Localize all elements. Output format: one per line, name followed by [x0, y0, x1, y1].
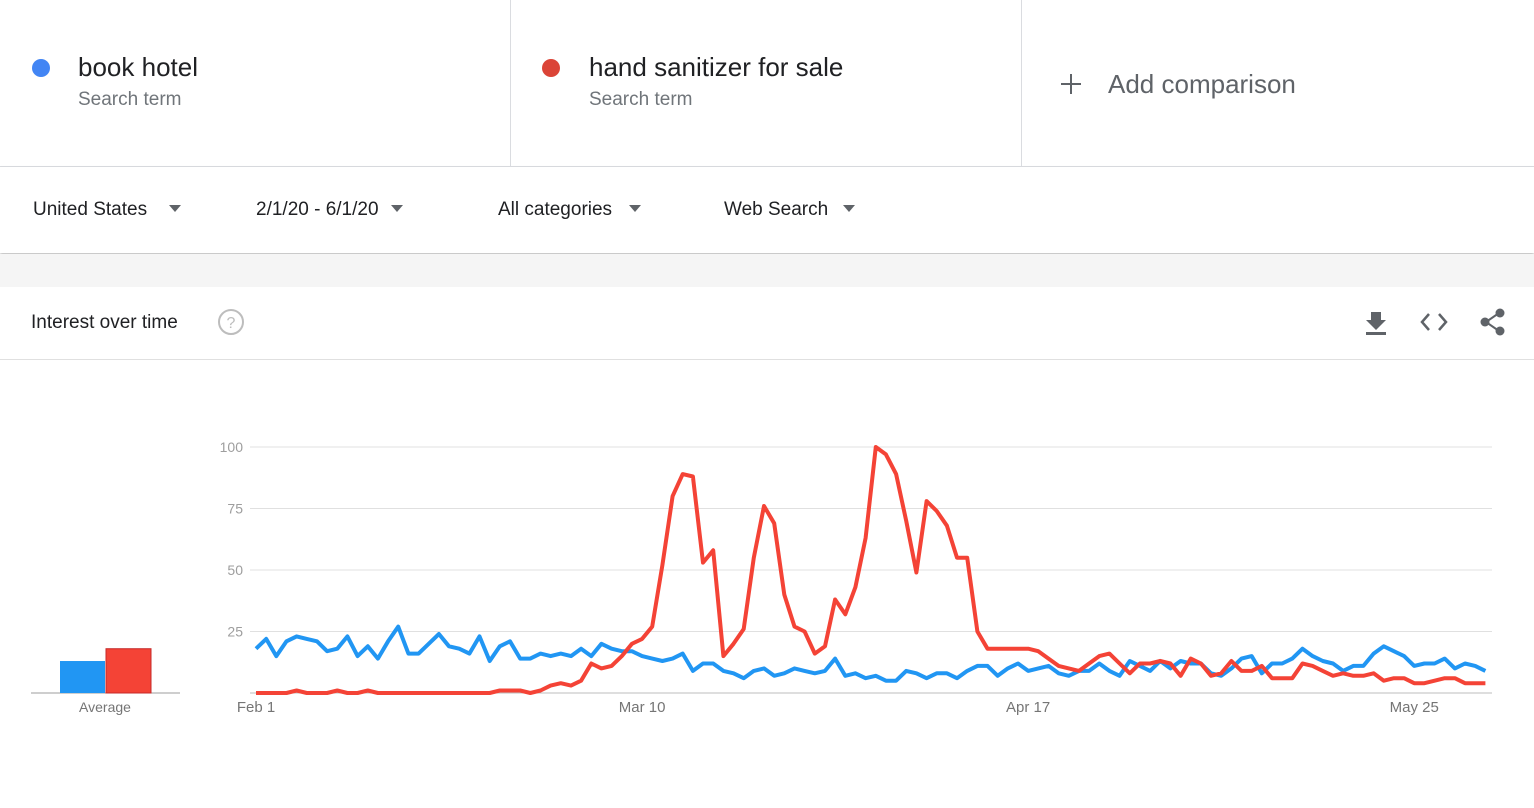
term-name: book hotel [78, 52, 198, 82]
dropdown-arrow [169, 205, 182, 212]
x-tick-label: Feb 1 [237, 699, 275, 716]
term-name: hand sanitizer for sale [589, 52, 844, 82]
category-label: All categories [498, 199, 613, 220]
filter-bar: United States 2/1/20 - 6/1/20 All catego… [0, 167, 1534, 253]
share-icon[interactable] [1479, 308, 1507, 336]
term-dot [542, 59, 560, 77]
y-tick-label: 50 [227, 562, 243, 578]
term-card[interactable]: hand sanitizer for sale Search term [511, 0, 1022, 166]
y-tick-label: 100 [220, 439, 244, 455]
series-line [256, 445, 1486, 695]
panel-header: Interest over time ? [0, 287, 1534, 360]
gap [0, 254, 1534, 287]
date-filter[interactable]: 2/1/20 - 6/1/20 [256, 199, 413, 221]
region-filter[interactable]: United States [33, 199, 187, 221]
dropdown-arrow [629, 205, 642, 212]
average-bar [60, 661, 105, 693]
add-comparison-label: Add comparison [1108, 69, 1296, 99]
add-comparison-button[interactable]: Add comparison [1022, 0, 1534, 166]
search-type-label: Web Search [724, 199, 829, 220]
chart: Average 25 50 75 100 Feb 1 Mar 10 Apr 17 May 25 [31, 439, 1492, 716]
term-dot [32, 59, 50, 77]
x-tick-label: Average [79, 699, 131, 715]
plus-icon [1061, 74, 1081, 94]
y-tick-label: 75 [227, 501, 243, 517]
y-tick-label: 25 [227, 624, 243, 640]
term-card[interactable]: book hotel Search term [0, 0, 511, 166]
svg-text:?: ? [227, 315, 236, 332]
embed-icon[interactable] [1420, 312, 1448, 332]
download-icon[interactable] [1364, 310, 1388, 336]
help-icon[interactable]: ? [217, 308, 245, 336]
series-line [254, 624, 1487, 683]
terms-bar: book hotel Search term hand sanitizer fo… [0, 0, 1534, 167]
category-filter[interactable]: All categories [498, 199, 646, 221]
term-type: Search term [589, 89, 693, 110]
dropdown-arrow [390, 205, 403, 212]
dropdown-arrow [843, 205, 856, 212]
x-tick-label: May 25 [1390, 699, 1439, 716]
term-type: Search term [78, 89, 182, 110]
region-label: United States [33, 199, 148, 220]
average-bar [105, 648, 152, 694]
search-type-filter[interactable]: Web Search [724, 199, 862, 221]
date-label: 2/1/20 - 6/1/20 [256, 199, 379, 220]
x-tick-label: Apr 17 [1006, 699, 1050, 716]
x-tick-label: Mar 10 [619, 699, 666, 716]
panel-title: Interest over time [31, 312, 178, 333]
